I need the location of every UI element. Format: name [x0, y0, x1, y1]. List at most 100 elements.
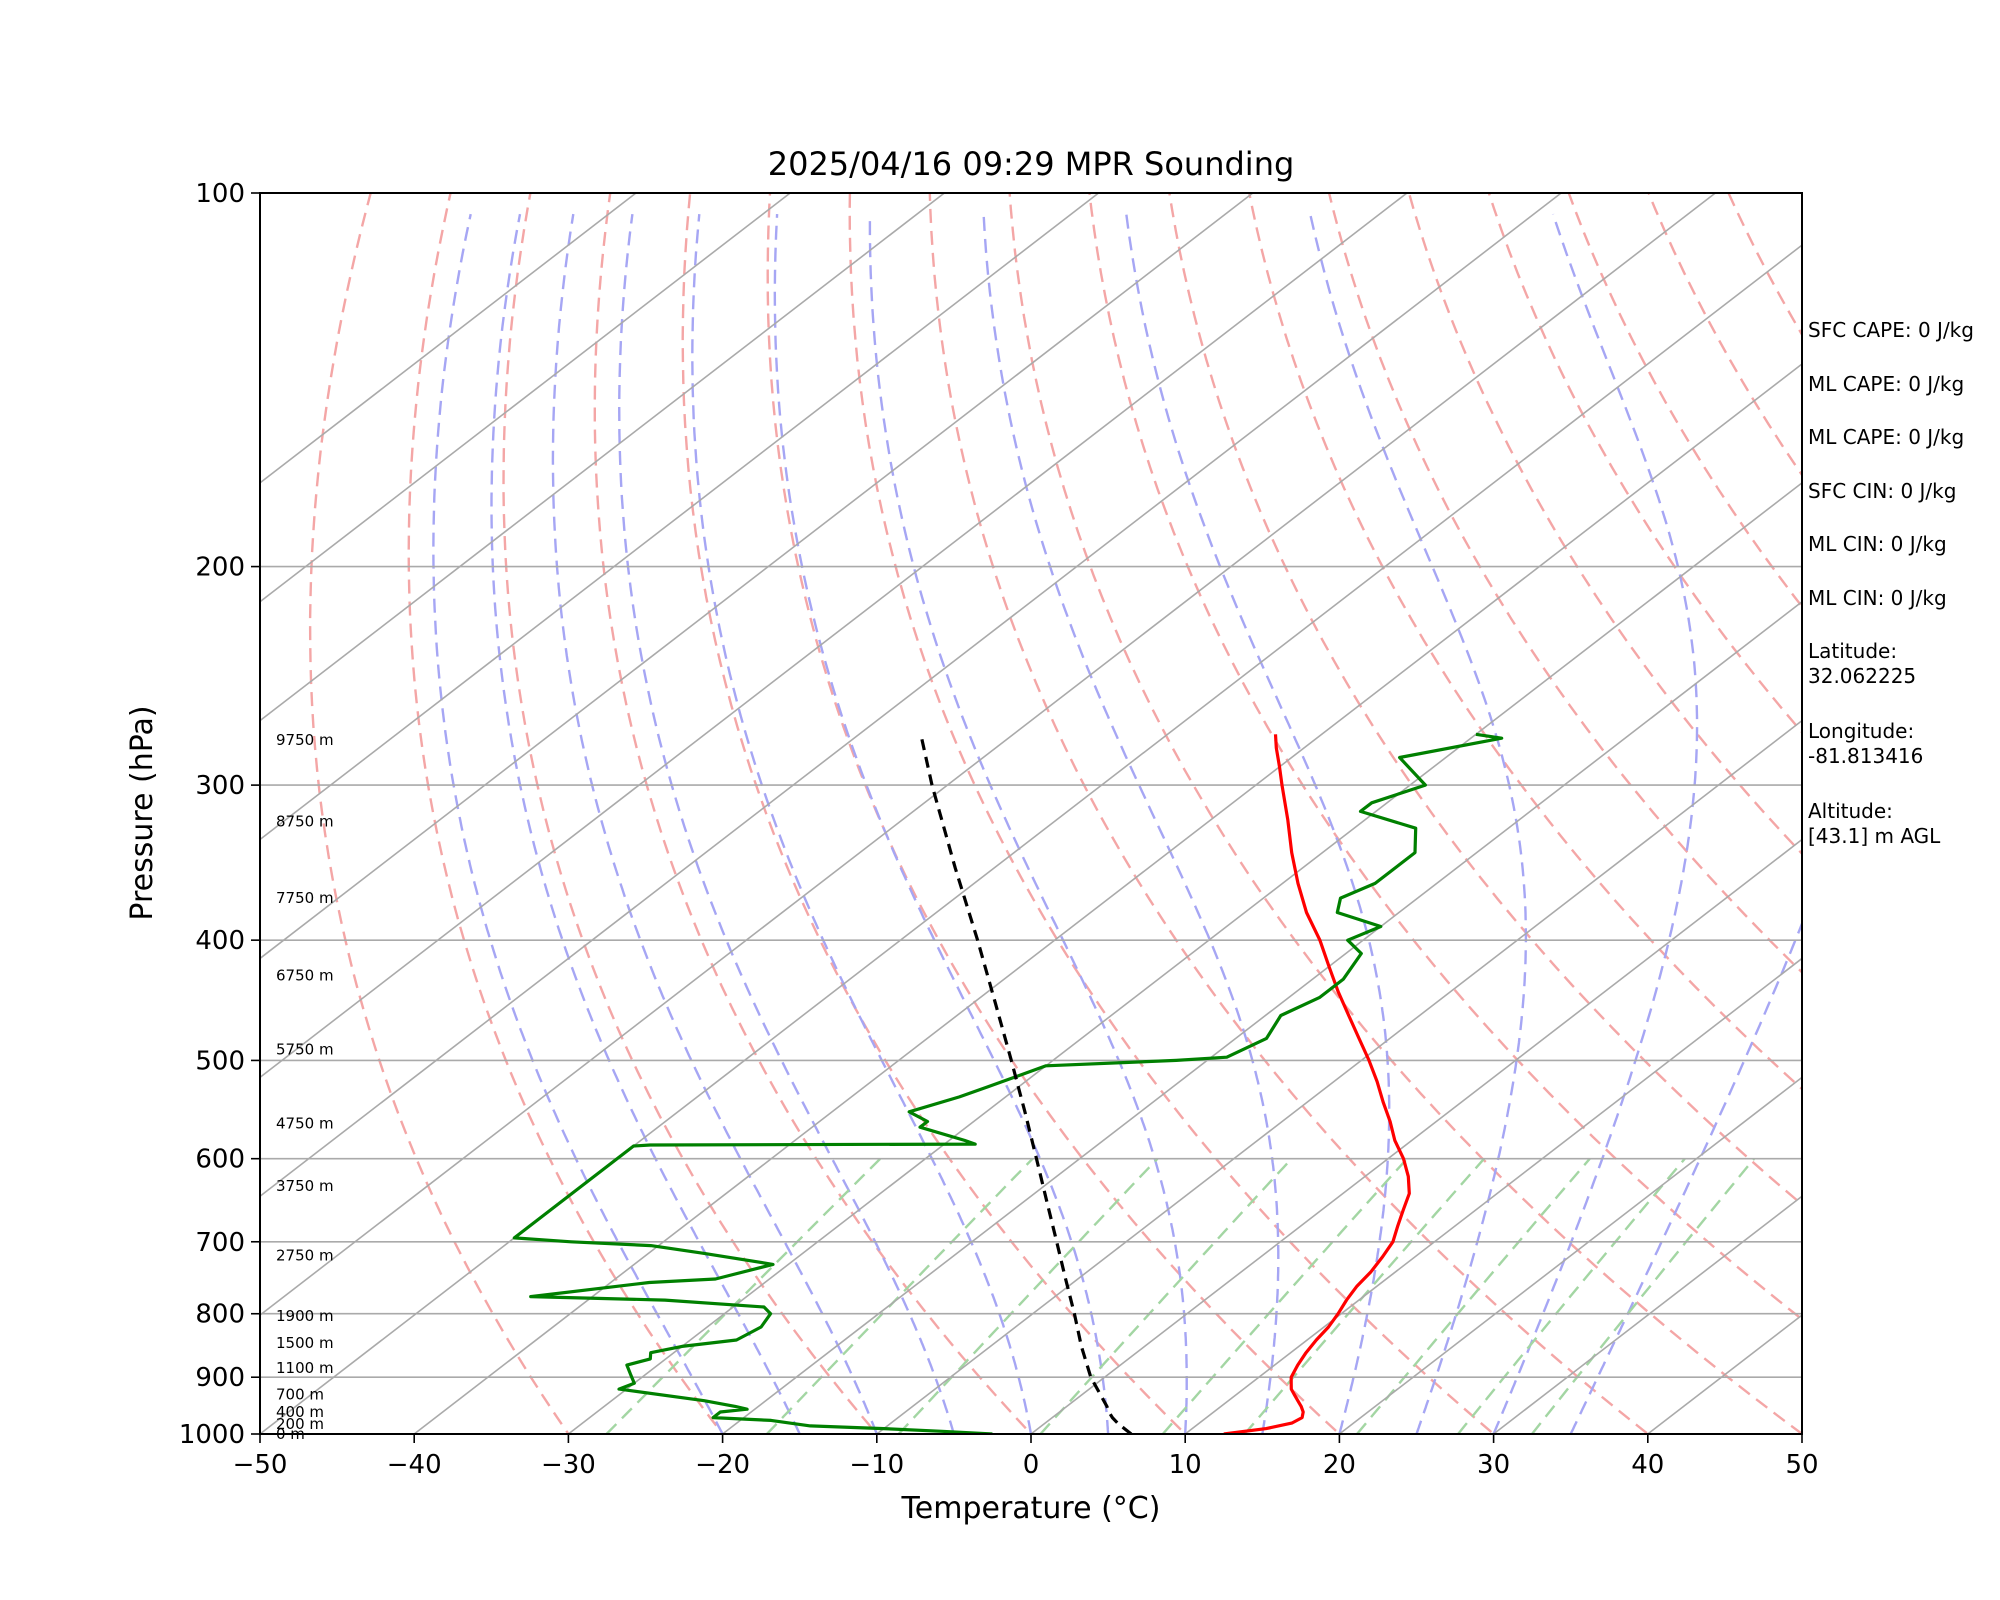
- height-label: 4750 m: [276, 1114, 334, 1132]
- height-label: 8750 m: [276, 813, 334, 831]
- dry-adiabat: [1088, 193, 1802, 1321]
- mixing-ratio-line: [897, 1157, 1159, 1434]
- dry-adiabat: [308, 193, 570, 1434]
- y-tick-label: 700: [195, 1228, 245, 1258]
- parcel-profile: [919, 733, 1133, 1434]
- x-tick-label: −50: [233, 1450, 288, 1480]
- height-label: 2750 m: [276, 1246, 334, 1264]
- height-label: 200 m: [276, 1415, 324, 1433]
- ml-cape-text-2: ML CAPE: 0 J/kg: [1808, 425, 1965, 449]
- height-label: 0 m: [276, 1425, 305, 1443]
- altitude-text: Altitude: [43.1] m AGL: [1808, 799, 1998, 879]
- dry-adiabat: [407, 193, 725, 1434]
- x-tick-label: 30: [1477, 1450, 1510, 1480]
- height-label: 1500 m: [276, 1334, 334, 1352]
- isotherm: [260, 193, 791, 603]
- temperature-profile: [1223, 734, 1411, 1434]
- dry-adiabat: [1168, 193, 1802, 1207]
- y-tick-label: 200: [195, 553, 245, 583]
- ml-cin-text-2: ML CIN: 0 J/kg: [1808, 585, 1947, 610]
- longitude-value: -81.813416: [1808, 744, 1924, 768]
- x-tick-label: −20: [695, 1450, 750, 1480]
- dry-adiabat: [1327, 193, 1802, 974]
- isotherm: [1184, 957, 1802, 1434]
- height-label: 1900 m: [276, 1307, 334, 1325]
- height-label: 7750 m: [276, 889, 334, 907]
- dry-adiabat: [928, 193, 1650, 1434]
- x-tick-label: 40: [1631, 1450, 1664, 1480]
- chart-title: 2025/04/16 09:29 MPR Sounding: [768, 145, 1295, 183]
- x-tick-label: −40: [387, 1450, 442, 1480]
- latitude-value: 32.062225: [1808, 664, 1917, 688]
- x-tick-label: 0: [1023, 1450, 1040, 1480]
- y-tick-label: 600: [195, 1145, 245, 1175]
- isotherm: [1338, 1076, 1802, 1434]
- isotherm: [260, 193, 945, 722]
- mixing-ratio-line: [1039, 1157, 1293, 1434]
- y-tick-label: 800: [195, 1300, 245, 1330]
- dewpoint-profile: [512, 732, 1504, 1434]
- isotherm: [413, 362, 1802, 1434]
- dry-adiabat: [1647, 193, 1802, 478]
- height-label: 3750 m: [276, 1177, 334, 1195]
- dry-adiabat: [848, 193, 1496, 1434]
- moist-adiabat: [773, 214, 1110, 1434]
- latitude-text: Latitude: 32.062225: [1808, 639, 1998, 719]
- moist-adiabat: [691, 213, 1033, 1434]
- thermodynamic-background: [260, 193, 1802, 1434]
- height-label: 1100 m: [276, 1359, 334, 1377]
- isotherm: [260, 193, 1408, 1079]
- dry-adiabat: [1248, 193, 1802, 1091]
- height-label: 700 m: [276, 1385, 324, 1403]
- dry-adiabat: [1008, 193, 1802, 1434]
- ml-cin-text: ML CIN: 0 J/kg: [1808, 532, 1947, 556]
- mixing-ratio-line: [1356, 1157, 1591, 1434]
- moist-adiabat: [551, 213, 878, 1434]
- mixing-ratio-line: [1531, 1157, 1756, 1434]
- isotherm: [260, 193, 637, 484]
- height-label: 9750 m: [276, 731, 334, 749]
- y-tick-label: 500: [195, 1046, 245, 1076]
- dry-adiabat: [1567, 193, 1802, 609]
- x-tick-label: −30: [541, 1450, 596, 1480]
- moist-adiabat: [982, 214, 1280, 1434]
- isotherm: [567, 481, 1802, 1434]
- altitude-value: [43.1] m AGL: [1808, 824, 1941, 848]
- latitude-label: Latitude:: [1808, 639, 1898, 663]
- x-tick-label: 50: [1785, 1450, 1818, 1480]
- moist-adiabat: [1125, 213, 1391, 1434]
- isotherm: [260, 193, 1716, 1317]
- longitude-label: Longitude:: [1808, 719, 1915, 743]
- dry-adiabat: [1407, 193, 1802, 856]
- y-tick-label: 400: [195, 926, 245, 956]
- moist-adiabat: [617, 213, 956, 1434]
- isotherm: [876, 719, 1802, 1434]
- sounding-profiles: [512, 732, 1504, 1434]
- moist-adiabat: [1569, 920, 1802, 1434]
- dry-adiabat: [502, 193, 879, 1434]
- isotherm: [260, 193, 1100, 841]
- moist-adiabat: [1492, 213, 1699, 1434]
- y-tick-label: 1000: [179, 1420, 245, 1450]
- sounding-info-panel: SFC CAPE: 0 J/kg ML CAPE: 0 J/kg ML CAPE…: [1808, 318, 1998, 879]
- y-axis: 1000 900 800 700 600 500 400 300 200 100: [179, 179, 260, 1450]
- mixing-ratio-line: [1457, 1157, 1686, 1434]
- x-tick-label: 10: [1169, 1450, 1202, 1480]
- y-axis-label: Pressure (hPa): [125, 705, 160, 920]
- isotherm: [722, 600, 1802, 1434]
- x-axis: −50 −40 −30 −20 −10 0 10 20 30 40 50: [233, 1434, 1819, 1480]
- isotherm: [260, 244, 1802, 1434]
- isotherm: [260, 193, 1562, 1198]
- moist-adiabat: [490, 213, 801, 1434]
- ml-cape-text: ML CAPE: 0 J/kg: [1808, 371, 1965, 396]
- altitude-label: Altitude:: [1808, 799, 1893, 823]
- y-tick-label: 100: [195, 179, 245, 209]
- x-tick-label: −10: [849, 1450, 904, 1480]
- dry-adiabat: [681, 193, 1187, 1434]
- y-tick-label: 900: [195, 1363, 245, 1393]
- x-axis-label: Temperature (°C): [901, 1491, 1161, 1526]
- isotherm: [260, 193, 1254, 960]
- height-label: 400 m: [276, 1403, 324, 1421]
